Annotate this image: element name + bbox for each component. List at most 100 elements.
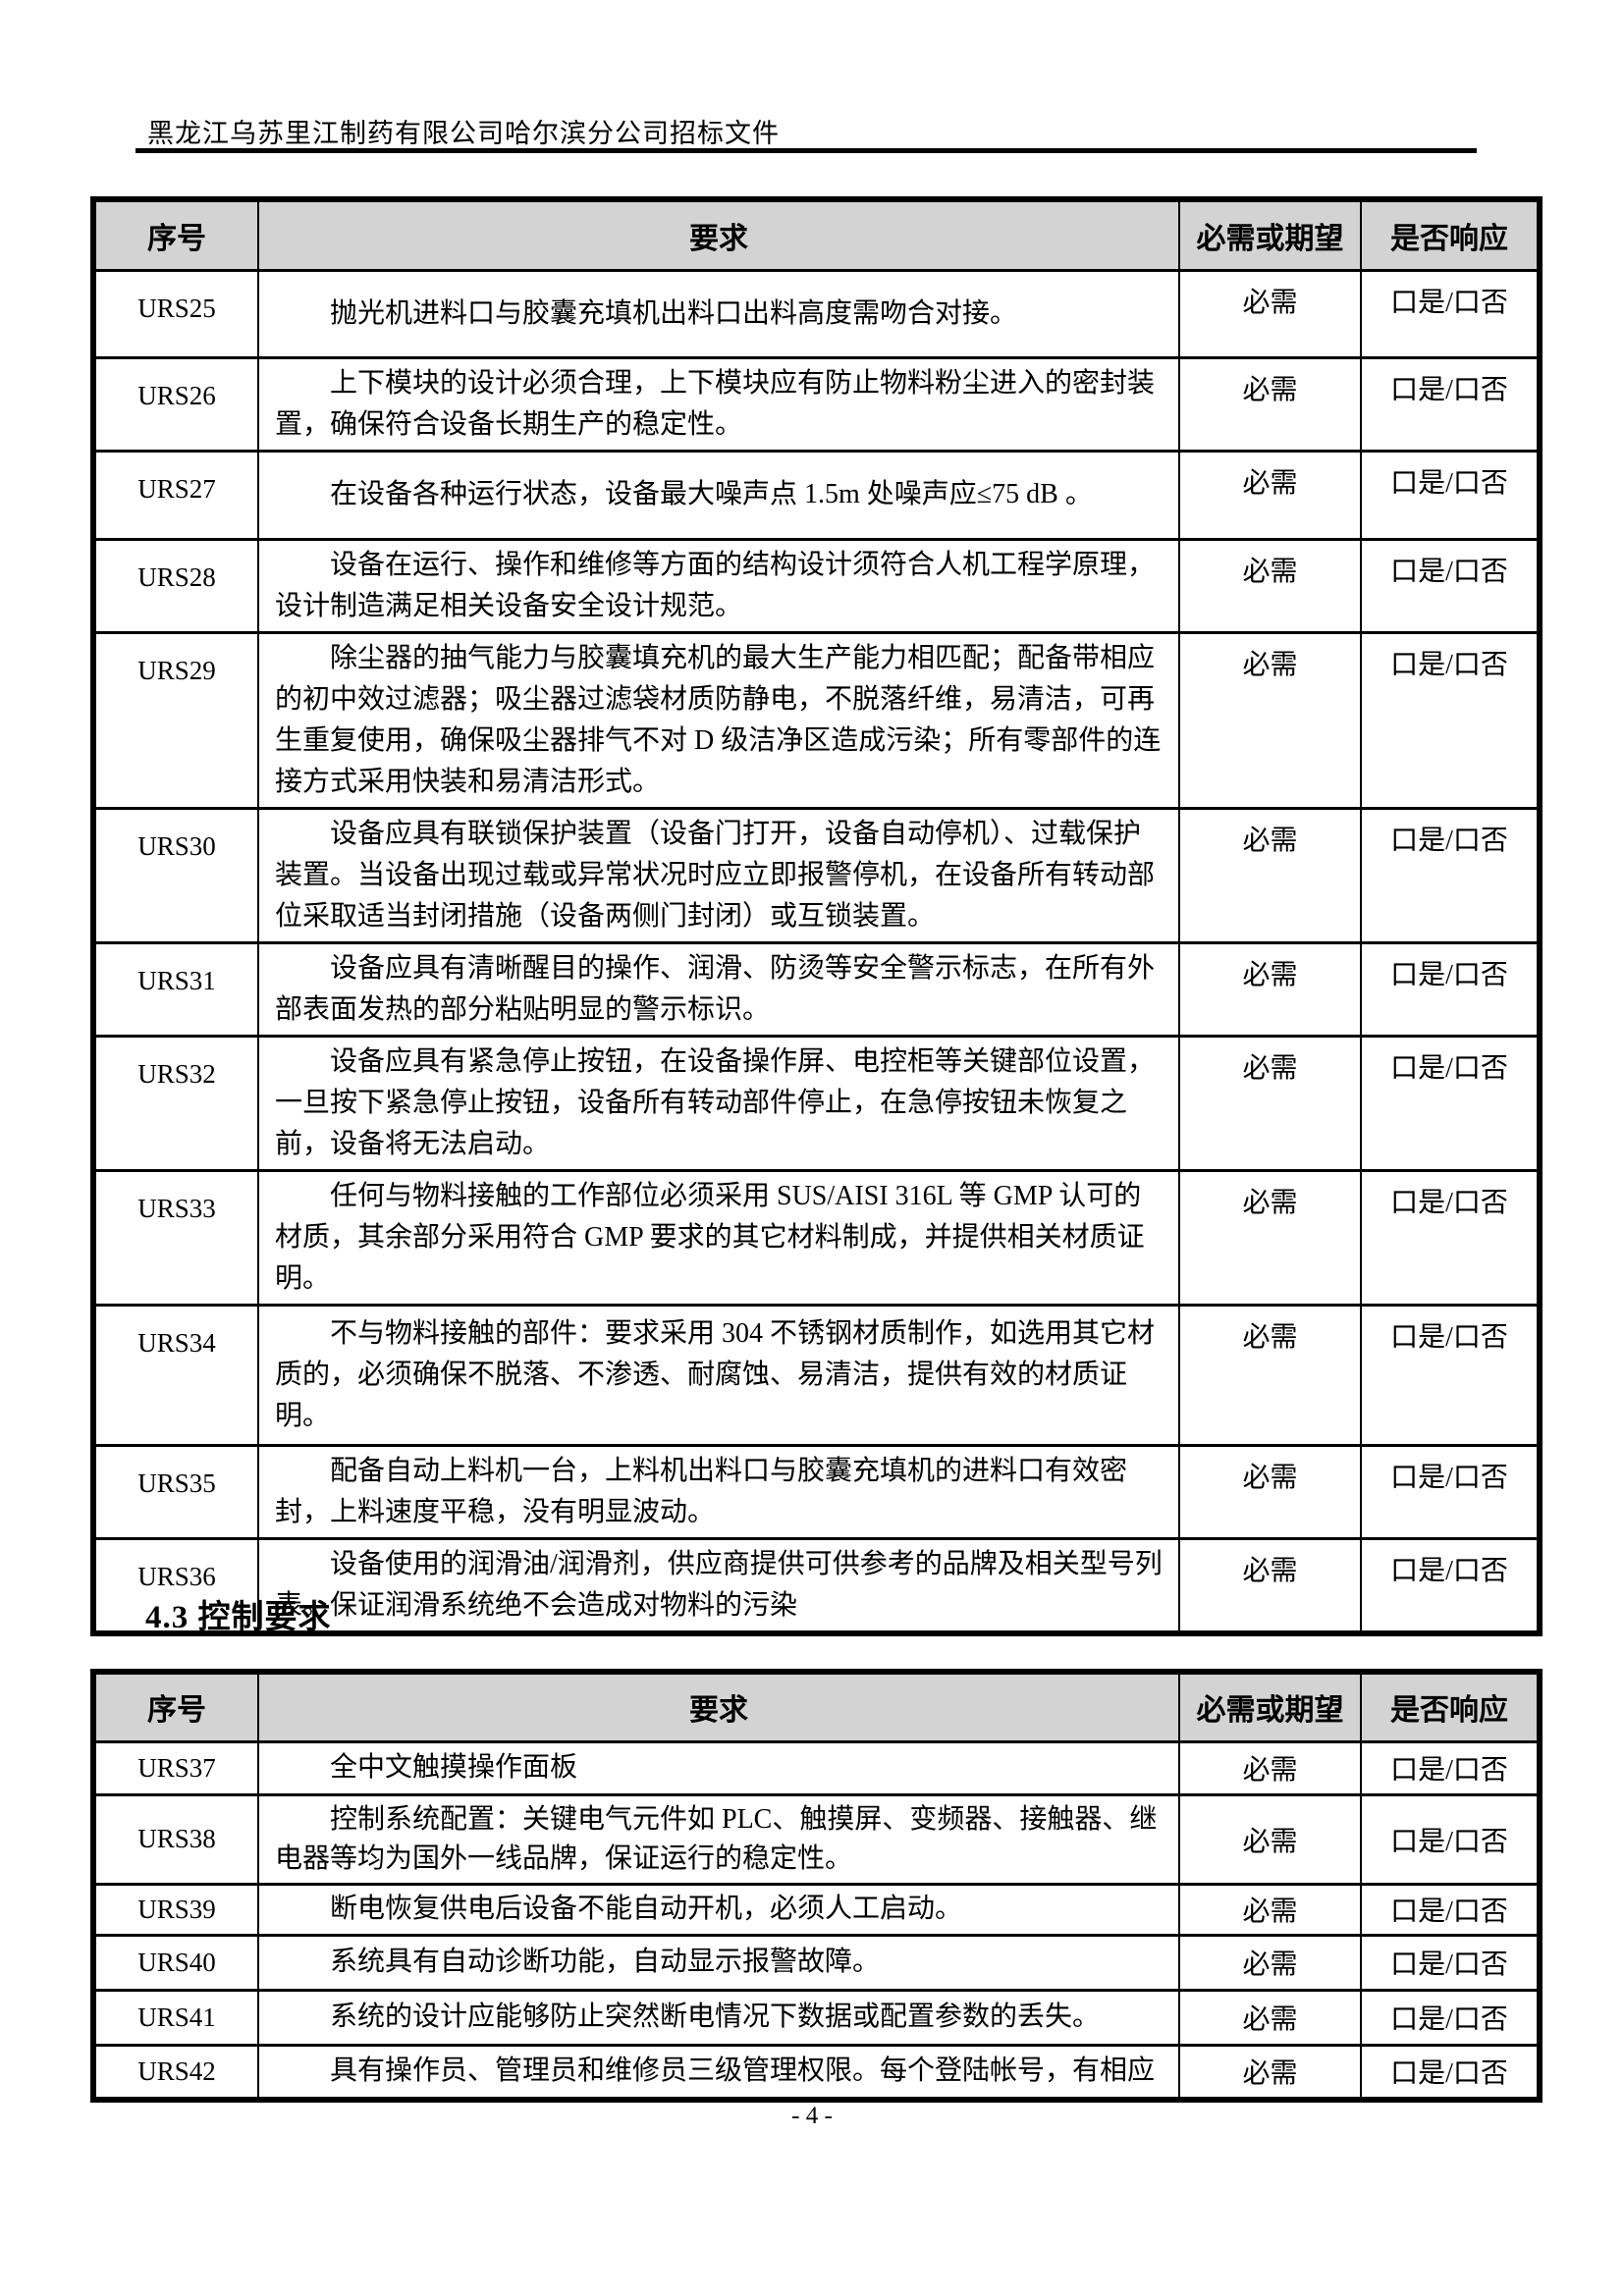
table-header-row: 序号 要求 必需或期望 是否响应 [92,197,1541,272]
table-row: URS34 不与物料接触的部件：要求采用 304 不锈钢材质制作，如选用其它材质… [92,1303,1541,1447]
table-row: URS37 全中文触摸操作面板 必需 口是/口否 [92,1739,1541,1796]
response-cell: 口是/口否 [1360,1739,1541,1796]
requirement-cell: 任何与物料接触的工作部位必须采用 SUS/AISI 316L 等 GMP 认可的… [257,1168,1180,1307]
need-cell: 必需 [1178,630,1362,810]
row-id-cell: URS38 [92,1792,259,1886]
need-cell: 必需 [1178,449,1362,541]
response-cell: 口是/口否 [1360,355,1541,453]
column-header-requirement: 要求 [257,1670,1180,1743]
table-row: URS30 设备应具有联锁保护装置（设备门打开，设备自动停机）、过载保护装置。当… [92,806,1541,944]
table-row: URS36 设备使用的润滑油/润滑剂，供应商提供可供参考的品牌及相关型号列表。保… [92,1536,1541,1634]
table-row: URS25 抛光机进料口与胶囊充填机出料口出料高度需吻合对接。 必需 口是/口否 [92,268,1541,359]
requirement-cell: 断电恢复供电后设备不能自动开机，必须人工启动。 [257,1882,1180,1937]
requirement-cell: 配备自动上料机一台，上料机出料口与胶囊充填机的进料口有效密封，上料速度平稳，没有… [257,1443,1180,1540]
requirement-cell: 系统具有自动诊断功能，自动显示报警故障。 [257,1933,1180,1992]
response-cell: 口是/口否 [1360,1792,1541,1886]
column-header-no: 序号 [92,1670,259,1743]
row-id-cell: URS41 [92,1988,259,2047]
need-cell: 必需 [1178,1933,1362,1992]
requirement-cell: 除尘器的抽气能力与胶囊填充机的最大生产能力相匹配；配备带相应的初中效过滤器；吸尘… [257,630,1180,810]
table-row: URS38 控制系统配置：关键电气元件如 PLC、触摸屏、变频器、接触器、继电器… [92,1792,1541,1886]
response-cell: 口是/口否 [1360,449,1541,541]
response-cell: 口是/口否 [1360,1882,1541,1937]
row-id-cell: URS34 [92,1303,259,1447]
requirement-cell: 设备应具有联锁保护装置（设备门打开，设备自动停机）、过载保护装置。当设备出现过载… [257,806,1180,944]
need-cell: 必需 [1178,1792,1362,1886]
requirement-cell: 在设备各种运行状态，设备最大噪声点 1.5m 处噪声应≤75 dB 。 [257,449,1180,541]
table-row: URS28 设备在运行、操作和维修等方面的结构设计须符合人机工程学原理，设计制造… [92,537,1541,634]
response-cell: 口是/口否 [1360,1168,1541,1307]
table-row: URS26 上下模块的设计必须合理，上下模块应有防止物料粉尘进入的密封装置，确保… [92,355,1541,453]
row-id-cell: URS25 [92,268,259,359]
response-cell: 口是/口否 [1360,268,1541,359]
section-heading: 4.3 控制要求 [145,1600,332,1635]
row-id-cell: URS31 [92,940,259,1038]
need-cell: 必需 [1178,806,1362,944]
response-cell: 口是/口否 [1360,806,1541,944]
requirement-cell: 全中文触摸操作面板 [257,1739,1180,1796]
response-cell: 口是/口否 [1360,1536,1541,1634]
response-cell: 口是/口否 [1360,1034,1541,1172]
control-requirements-table: 序号 要求 必需或期望 是否响应 URS37 全中文触摸操作面板 必需 口是/口… [90,1669,1543,2103]
need-cell: 必需 [1178,2043,1362,2102]
row-id-cell: URS26 [92,355,259,453]
column-header-requirement: 要求 [257,197,1180,272]
page-number: - 4 - [791,2103,833,2129]
need-cell: 必需 [1178,537,1362,634]
column-header-response: 是否响应 [1360,197,1541,272]
need-cell: 必需 [1178,1168,1362,1307]
row-id-cell: URS37 [92,1739,259,1796]
row-id-cell: URS29 [92,630,259,810]
need-cell: 必需 [1178,1536,1362,1634]
response-cell: 口是/口否 [1360,630,1541,810]
need-cell: 必需 [1178,355,1362,453]
table-row: URS32 设备应具有紧急停止按钮，在设备操作屏、电控柜等关键部位设置，一旦按下… [92,1034,1541,1172]
row-id-cell: URS39 [92,1882,259,1937]
response-cell: 口是/口否 [1360,1443,1541,1540]
table-row: URS35 配备自动上料机一台，上料机出料口与胶囊充填机的进料口有效密封，上料速… [92,1443,1541,1540]
requirement-cell: 具有操作员、管理员和维修员三级管理权限。每个登陆帐号，有相应 [257,2043,1180,2102]
row-id-cell: URS35 [92,1443,259,1540]
requirements-table: 序号 要求 必需或期望 是否响应 URS25 抛光机进料口与胶囊充填机出料口出料… [90,196,1543,1636]
row-id-cell: URS36 [92,1536,259,1634]
requirement-cell: 不与物料接触的部件：要求采用 304 不锈钢材质制作，如选用其它材质的，必须确保… [257,1303,1180,1447]
need-cell: 必需 [1178,1882,1362,1937]
response-cell: 口是/口否 [1360,1933,1541,1992]
requirement-cell: 抛光机进料口与胶囊充填机出料口出料高度需吻合对接。 [257,268,1180,359]
need-cell: 必需 [1178,268,1362,359]
table-row: URS41 系统的设计应能够防止突然断电情况下数据或配置参数的丢失。 必需 口是… [92,1988,1541,2047]
need-cell: 必需 [1178,1739,1362,1796]
requirement-cell: 设备在运行、操作和维修等方面的结构设计须符合人机工程学原理，设计制造满足相关设备… [257,537,1180,634]
table-row: URS29 除尘器的抽气能力与胶囊填充机的最大生产能力相匹配；配备带相应的初中效… [92,630,1541,810]
table-header-row: 序号 要求 必需或期望 是否响应 [92,1670,1541,1743]
requirement-cell: 设备应具有紧急停止按钮，在设备操作屏、电控柜等关键部位设置，一旦按下紧急停止按钮… [257,1034,1180,1172]
table-row: URS33 任何与物料接触的工作部位必须采用 SUS/AISI 316L 等 G… [92,1168,1541,1307]
table-row: URS27 在设备各种运行状态，设备最大噪声点 1.5m 处噪声应≤75 dB … [92,449,1541,541]
row-id-cell: URS42 [92,2043,259,2102]
table-row: URS42 具有操作员、管理员和维修员三级管理权限。每个登陆帐号，有相应 必需 … [92,2043,1541,2102]
row-id-cell: URS28 [92,537,259,634]
table-row: URS39 断电恢复供电后设备不能自动开机，必须人工启动。 必需 口是/口否 [92,1882,1541,1937]
table-row: URS40 系统具有自动诊断功能，自动显示报警故障。 必需 口是/口否 [92,1933,1541,1992]
row-id-cell: URS27 [92,449,259,541]
requirement-cell: 设备使用的润滑油/润滑剂，供应商提供可供参考的品牌及相关型号列表。保证润滑系统绝… [257,1536,1180,1634]
response-cell: 口是/口否 [1360,537,1541,634]
row-id-cell: URS40 [92,1933,259,1992]
requirement-cell: 系统的设计应能够防止突然断电情况下数据或配置参数的丢失。 [257,1988,1180,2047]
need-cell: 必需 [1178,1443,1362,1540]
need-cell: 必需 [1178,940,1362,1038]
row-id-cell: URS32 [92,1034,259,1172]
column-header-need: 必需或期望 [1178,1670,1362,1743]
requirement-cell: 上下模块的设计必须合理，上下模块应有防止物料粉尘进入的密封装置，确保符合设备长期… [257,355,1180,453]
need-cell: 必需 [1178,1034,1362,1172]
document-header-title: 黑龙江乌苏里江制药有限公司哈尔滨分公司招标文件 [147,119,780,148]
need-cell: 必需 [1178,1303,1362,1447]
response-cell: 口是/口否 [1360,1988,1541,2047]
response-cell: 口是/口否 [1360,1303,1541,1447]
row-id-cell: URS30 [92,806,259,944]
column-header-response: 是否响应 [1360,1670,1541,1743]
column-header-no: 序号 [92,197,259,272]
need-cell: 必需 [1178,1988,1362,2047]
response-cell: 口是/口否 [1360,940,1541,1038]
